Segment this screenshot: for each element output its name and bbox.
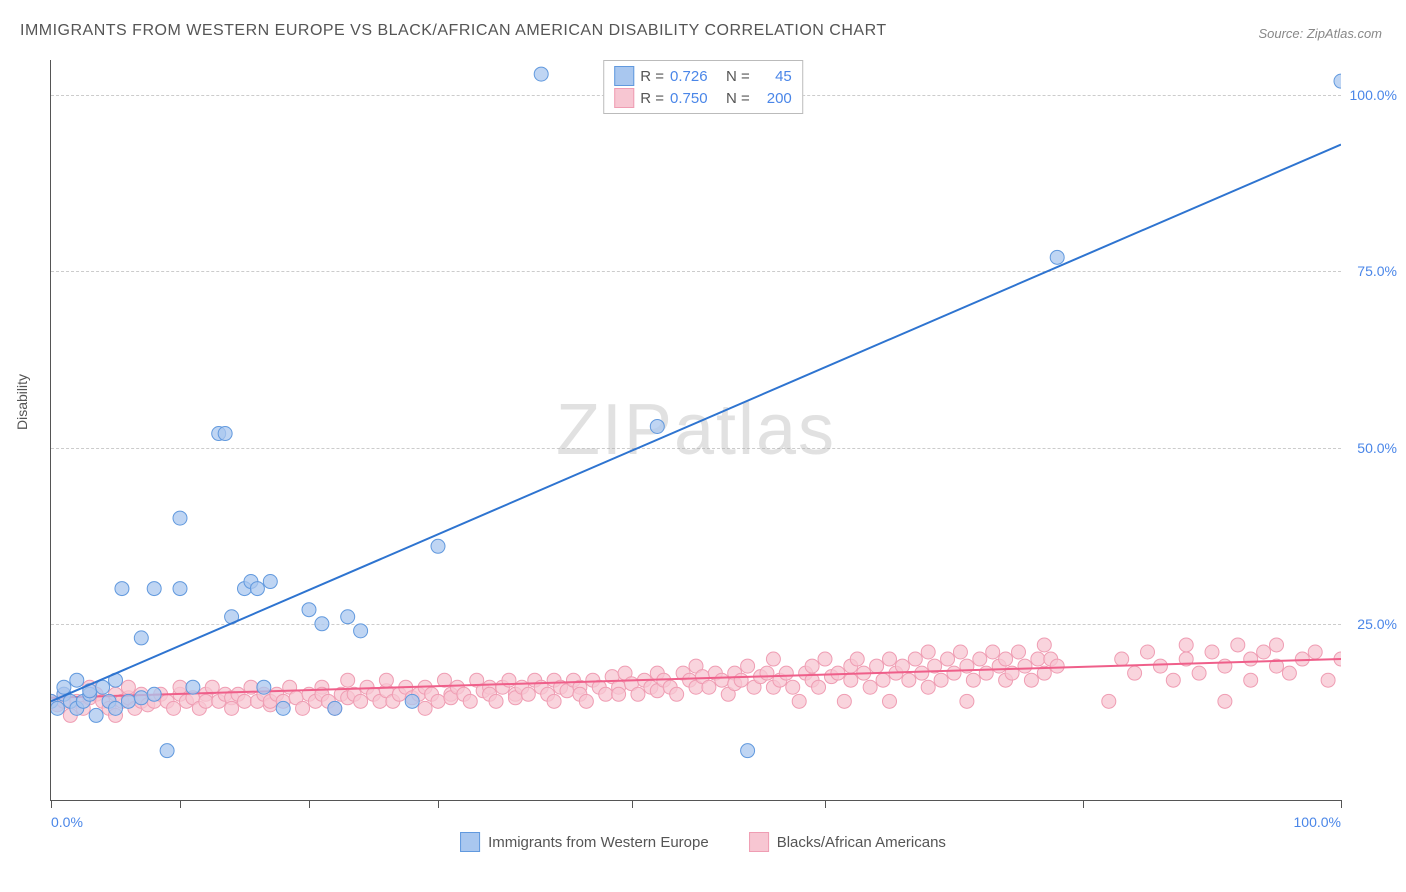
ytick-label: 25.0% (1357, 616, 1397, 632)
xtick-label: 100.0% (1294, 814, 1341, 830)
legend-label-pink: Blacks/African Americans (777, 834, 946, 851)
ytick-label: 75.0% (1357, 263, 1397, 279)
xtick (1341, 800, 1342, 808)
swatch-blue-icon (460, 832, 480, 852)
source-label: Source: ZipAtlas.com (1258, 26, 1382, 41)
plot-area: ZIPatlas 25.0%50.0%75.0%100.0%0.0%100.0% (50, 60, 1341, 801)
legend-item-blue: Immigrants from Western Europe (460, 832, 709, 852)
xtick (632, 800, 633, 808)
xtick (825, 800, 826, 808)
xtick-label: 0.0% (51, 814, 83, 830)
chart-svg (51, 60, 1341, 800)
chart-title: IMMIGRANTS FROM WESTERN EUROPE VS BLACK/… (20, 22, 887, 40)
swatch-pink (614, 88, 634, 108)
legend-stats-row-blue: R = 0.726 N = 45 (614, 65, 792, 87)
xtick (1083, 800, 1084, 808)
legend-item-pink: Blacks/African Americans (749, 832, 946, 852)
legend-label-blue: Immigrants from Western Europe (488, 834, 709, 851)
swatch-pink-icon (749, 832, 769, 852)
legend-stats: R = 0.726 N = 45 R = 0.750 N = 200 (603, 60, 803, 114)
y-axis-label: Disability (14, 374, 30, 430)
legend-stats-row-pink: R = 0.750 N = 200 (614, 87, 792, 109)
xtick (180, 800, 181, 808)
xtick (51, 800, 52, 808)
ytick-label: 50.0% (1357, 440, 1397, 456)
ytick-label: 100.0% (1350, 87, 1397, 103)
legend-series: Immigrants from Western Europe Blacks/Af… (460, 832, 946, 852)
swatch-blue (614, 66, 634, 86)
xtick (438, 800, 439, 808)
xtick (309, 800, 310, 808)
